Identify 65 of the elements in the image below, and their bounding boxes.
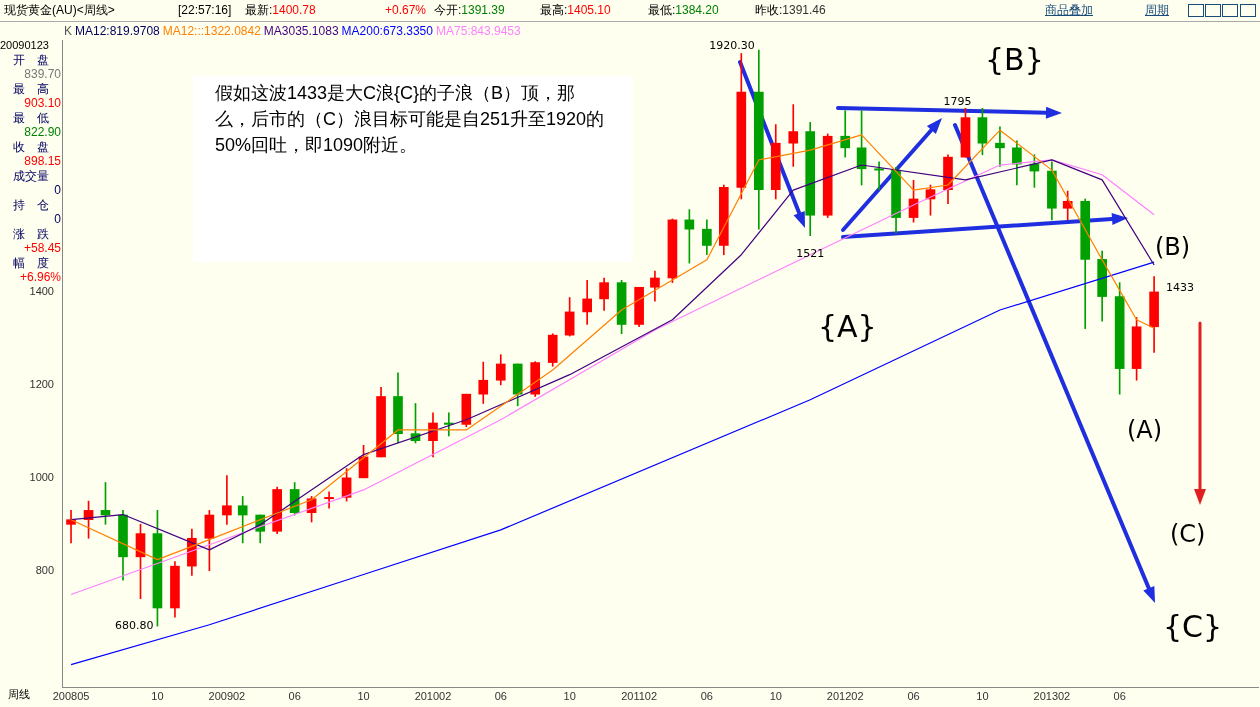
text: 周线 [8,687,30,702]
text: 0 [53,183,61,198]
x-tick-label: 201102 [621,689,658,702]
y-tick-label: 1400 [29,284,54,297]
text: 成交量 [11,168,50,183]
x-tick-label: 06 [288,689,301,702]
text: 898.15 [23,154,61,169]
text: 822.90 [23,125,61,140]
x-tick-label: 06 [700,689,713,702]
text: 839.70 [23,67,61,82]
text: [22:57:16] [178,2,232,19]
x-tick-label: 200805 [52,689,90,702]
text: MA3035.1083 [263,24,339,38]
annotation: 680.80 [114,619,154,633]
x-tick-label: 200902 [208,689,246,702]
text: 最 高 [11,81,50,96]
annotation: 1433 [1166,281,1195,295]
text: 903.10 [23,96,61,111]
annotation: {B} [985,42,1044,77]
annotation: {C} [1163,609,1223,644]
x-tick-label: 201202 [826,689,864,702]
text: 今开:1391.39 [434,3,505,17]
text: 20090123 [0,38,50,53]
y-tick-label: 1200 [29,377,54,390]
x-tick-label: 06 [1113,689,1126,702]
text: 最 低 [11,110,50,125]
text: 最低:1384.20 [648,3,719,17]
y-tick-label: 1000 [29,470,54,483]
text: +0.67% [385,2,427,19]
text: MA12:819.9708 [75,24,160,38]
text: +58.45 [22,241,61,256]
annotation: (C) [1170,520,1206,548]
text: 开 盘 [11,52,50,67]
text: 现货黄金(AU)<周线> [4,2,115,19]
x-tick-label: 06 [494,689,507,702]
text: 最新:1400.78 [245,3,316,17]
text: 持 仓 [11,197,50,212]
x-tick-label: 201002 [414,689,452,702]
text: 周期 [1145,2,1169,19]
x-tick-label: 06 [907,689,920,702]
y-tick-label: 800 [35,563,54,576]
text: 收 盘 [11,139,50,154]
x-tick-label: 10 [976,689,989,702]
annotation: 1920.30 [709,38,755,52]
annotation: 1521 [796,246,825,260]
x-tick-label: 10 [563,689,576,702]
text: 0 [53,212,61,227]
text: MA75:843.9453 [435,24,521,38]
x-tick-label: 10 [357,689,370,702]
text: K [64,24,73,38]
text: 最高:1405.10 [540,3,611,17]
annotation: 1795 [943,95,972,109]
annotation: (B) [1155,233,1191,261]
x-tick-label: 201302 [1033,689,1071,702]
annotation: {A} [818,309,877,344]
text: MA12:::1322.0842 [162,24,261,38]
text: +6.96% [18,270,61,285]
text: 昨收:1391.46 [755,3,826,17]
text: 商品叠加 [1045,2,1093,19]
annotation: (A) [1127,416,1163,444]
x-tick-label: 10 [769,689,782,702]
x-tick-label: 10 [151,689,164,702]
text: 幅 度 [11,255,50,270]
text: 涨 跌 [11,226,50,241]
text: MA200:673.3350 [341,24,433,38]
